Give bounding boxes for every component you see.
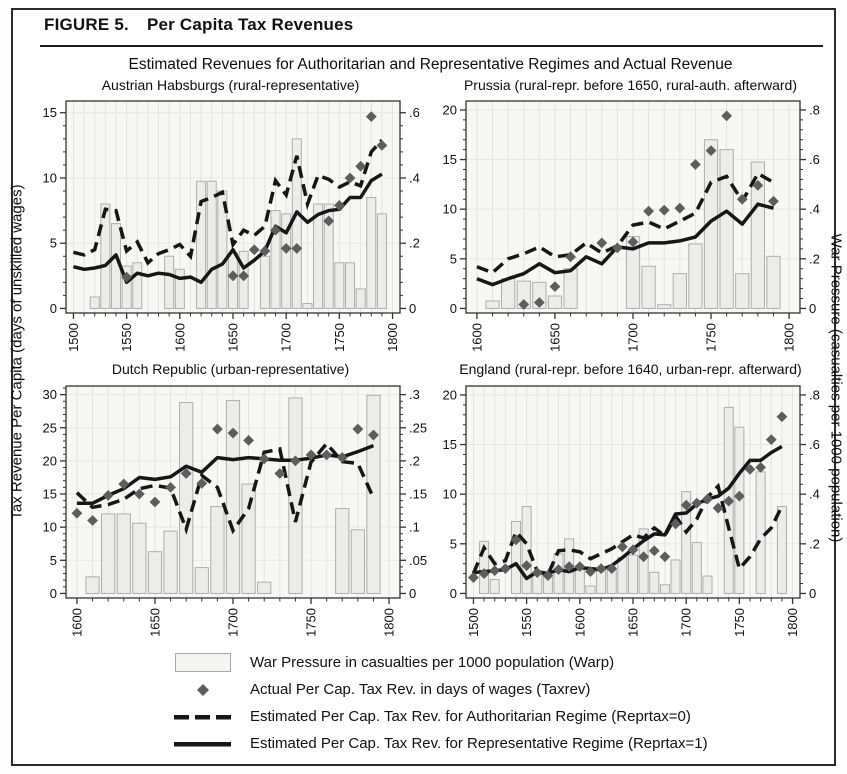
svg-text:.05: .05 — [409, 553, 427, 568]
svg-text:0: 0 — [50, 586, 57, 601]
svg-text:.2: .2 — [809, 251, 820, 266]
legend-label-authoritarian: Estimated Per Cap. Tax Rev. for Authorit… — [250, 708, 691, 725]
legend-row-actual-tax: Actual Per Cap. Tax Rev. in days of wage… — [170, 676, 770, 703]
legend-label-actual-tax: Actual Per Cap. Tax Rev. in days of wage… — [250, 681, 591, 698]
svg-text:1650: 1650 — [626, 608, 641, 637]
svg-text:.2: .2 — [409, 453, 420, 468]
svg-text:1550: 1550 — [519, 608, 534, 637]
svg-text:.3: .3 — [409, 387, 420, 402]
subplot-title-prussia: Prussia (rural-repr. before 1650, rural-… — [463, 77, 798, 93]
svg-text:1800: 1800 — [382, 608, 397, 637]
legend-label-representative: Estimated Per Cap. Tax Rev. for Represen… — [250, 735, 708, 752]
svg-text:1800: 1800 — [782, 323, 797, 352]
svg-text:.4: .4 — [809, 487, 820, 502]
svg-text:1600: 1600 — [69, 608, 84, 637]
svg-text:.1: .1 — [409, 520, 420, 535]
svg-text:20: 20 — [43, 453, 57, 468]
svg-text:1600: 1600 — [469, 323, 484, 352]
svg-text:15: 15 — [443, 152, 457, 167]
svg-text:1700: 1700 — [226, 608, 241, 637]
svg-text:0: 0 — [409, 301, 416, 316]
svg-text:1750: 1750 — [704, 323, 719, 352]
svg-text:5: 5 — [450, 251, 457, 266]
svg-text:1750: 1750 — [332, 323, 347, 352]
svg-text:1650: 1650 — [547, 323, 562, 352]
svg-text:0: 0 — [809, 586, 816, 601]
svg-text:1500: 1500 — [66, 323, 81, 352]
svg-text:5: 5 — [450, 536, 457, 551]
svg-text:1600: 1600 — [172, 323, 187, 352]
subplot-england: 0 5 10 15 20 0 .2 .4 .6 .8 1500 1550 1600 1650 1700 175… — [443, 385, 820, 637]
svg-text:.6: .6 — [809, 152, 820, 167]
svg-text:1750: 1750 — [304, 608, 319, 637]
subplot-title-dutch-republic: Dutch Republic (urban-representative) — [111, 361, 350, 377]
svg-text:.15: .15 — [409, 487, 427, 502]
subplot-austrian-habsburgs: 0 5 10 15 0 .2 .4 .6 1500 1550 1600 1650 1700 1750 180… — [43, 100, 420, 352]
svg-text:20: 20 — [443, 102, 457, 117]
svg-text:1600: 1600 — [572, 608, 587, 637]
svg-text:15: 15 — [43, 487, 57, 502]
svg-text:20: 20 — [443, 387, 457, 402]
svg-text:1800: 1800 — [785, 608, 800, 637]
svg-text:1500: 1500 — [466, 608, 481, 637]
svg-text:25: 25 — [43, 420, 57, 435]
subplot-dutch-republic: 0 5 10 15 20 25 30 0 .05 .1 .15 .2 .25 .3 1600 1650 1700… — [43, 385, 427, 637]
svg-text:5: 5 — [50, 553, 57, 568]
svg-text:15: 15 — [443, 437, 457, 452]
svg-text:0: 0 — [409, 586, 416, 601]
svg-text:0: 0 — [450, 301, 457, 316]
svg-text:0: 0 — [809, 301, 816, 316]
legend-label-war-pressure: War Pressure in casualties per 1000 popu… — [250, 654, 615, 671]
svg-text:.8: .8 — [809, 387, 820, 402]
svg-text:1700: 1700 — [279, 323, 294, 352]
svg-text:5: 5 — [50, 236, 57, 251]
heading-rule — [40, 45, 823, 47]
subplot-title-england: England (rural-repr. before 1640, urban-… — [459, 361, 802, 377]
svg-text:0: 0 — [50, 301, 57, 316]
svg-text:1650: 1650 — [147, 608, 162, 637]
left-y-axis-label: Tax Revenue Per Capita (days of unskille… — [8, 184, 26, 520]
chart-subtitle: Estimated Revenues for Authoritarian and… — [128, 56, 733, 73]
legend: War Pressure in casualties per 1000 popu… — [170, 649, 770, 757]
svg-text:.4: .4 — [409, 170, 420, 185]
svg-text:.6: .6 — [409, 105, 420, 120]
svg-text:.6: .6 — [809, 437, 820, 452]
svg-text:.2: .2 — [409, 236, 420, 251]
svg-text:10: 10 — [43, 170, 57, 185]
figure-title: Per Capita Tax Revenues — [146, 15, 354, 34]
right-y-axis-label: War Pressure (casualties per 1000 popula… — [827, 233, 845, 543]
svg-text:0: 0 — [450, 586, 457, 601]
figure-heading: FIGURE 5. Per Capita Tax Revenues — [44, 15, 353, 35]
subplot-title-austrian-habsburgs: Austrian Habsburgs (rural-representative… — [101, 77, 360, 93]
svg-text:1650: 1650 — [226, 323, 241, 352]
subplot-prussia: 0 5 10 15 20 0 .2 .4 .6 .8 1600 1650 1700 1750 1800 — [443, 100, 820, 352]
svg-text:1800: 1800 — [385, 323, 400, 352]
legend-row-war-pressure: War Pressure in casualties per 1000 popu… — [170, 649, 770, 676]
svg-text:.2: .2 — [809, 536, 820, 551]
legend-row-authoritarian: Estimated Per Cap. Tax Rev. for Authorit… — [170, 703, 770, 730]
legend-row-representative: Estimated Per Cap. Tax Rev. for Represen… — [170, 730, 770, 757]
diamond-marker-icon — [170, 683, 236, 697]
solid-line-swatch — [170, 740, 236, 748]
dashed-line-swatch — [170, 713, 236, 721]
svg-text:10: 10 — [43, 520, 57, 535]
svg-text:.4: .4 — [809, 202, 820, 217]
svg-text:30: 30 — [43, 387, 57, 402]
svg-text:10: 10 — [443, 202, 457, 217]
svg-text:15: 15 — [43, 105, 57, 120]
svg-text:10: 10 — [443, 487, 457, 502]
svg-text:1750: 1750 — [732, 608, 747, 637]
svg-text:1550: 1550 — [119, 323, 134, 352]
svg-text:.25: .25 — [409, 420, 427, 435]
svg-text:1700: 1700 — [679, 608, 694, 637]
figure-number: FIGURE 5. — [44, 15, 129, 34]
svg-text:1700: 1700 — [626, 323, 641, 352]
war-pressure-bar-swatch — [170, 653, 236, 672]
svg-text:.8: .8 — [809, 102, 820, 117]
